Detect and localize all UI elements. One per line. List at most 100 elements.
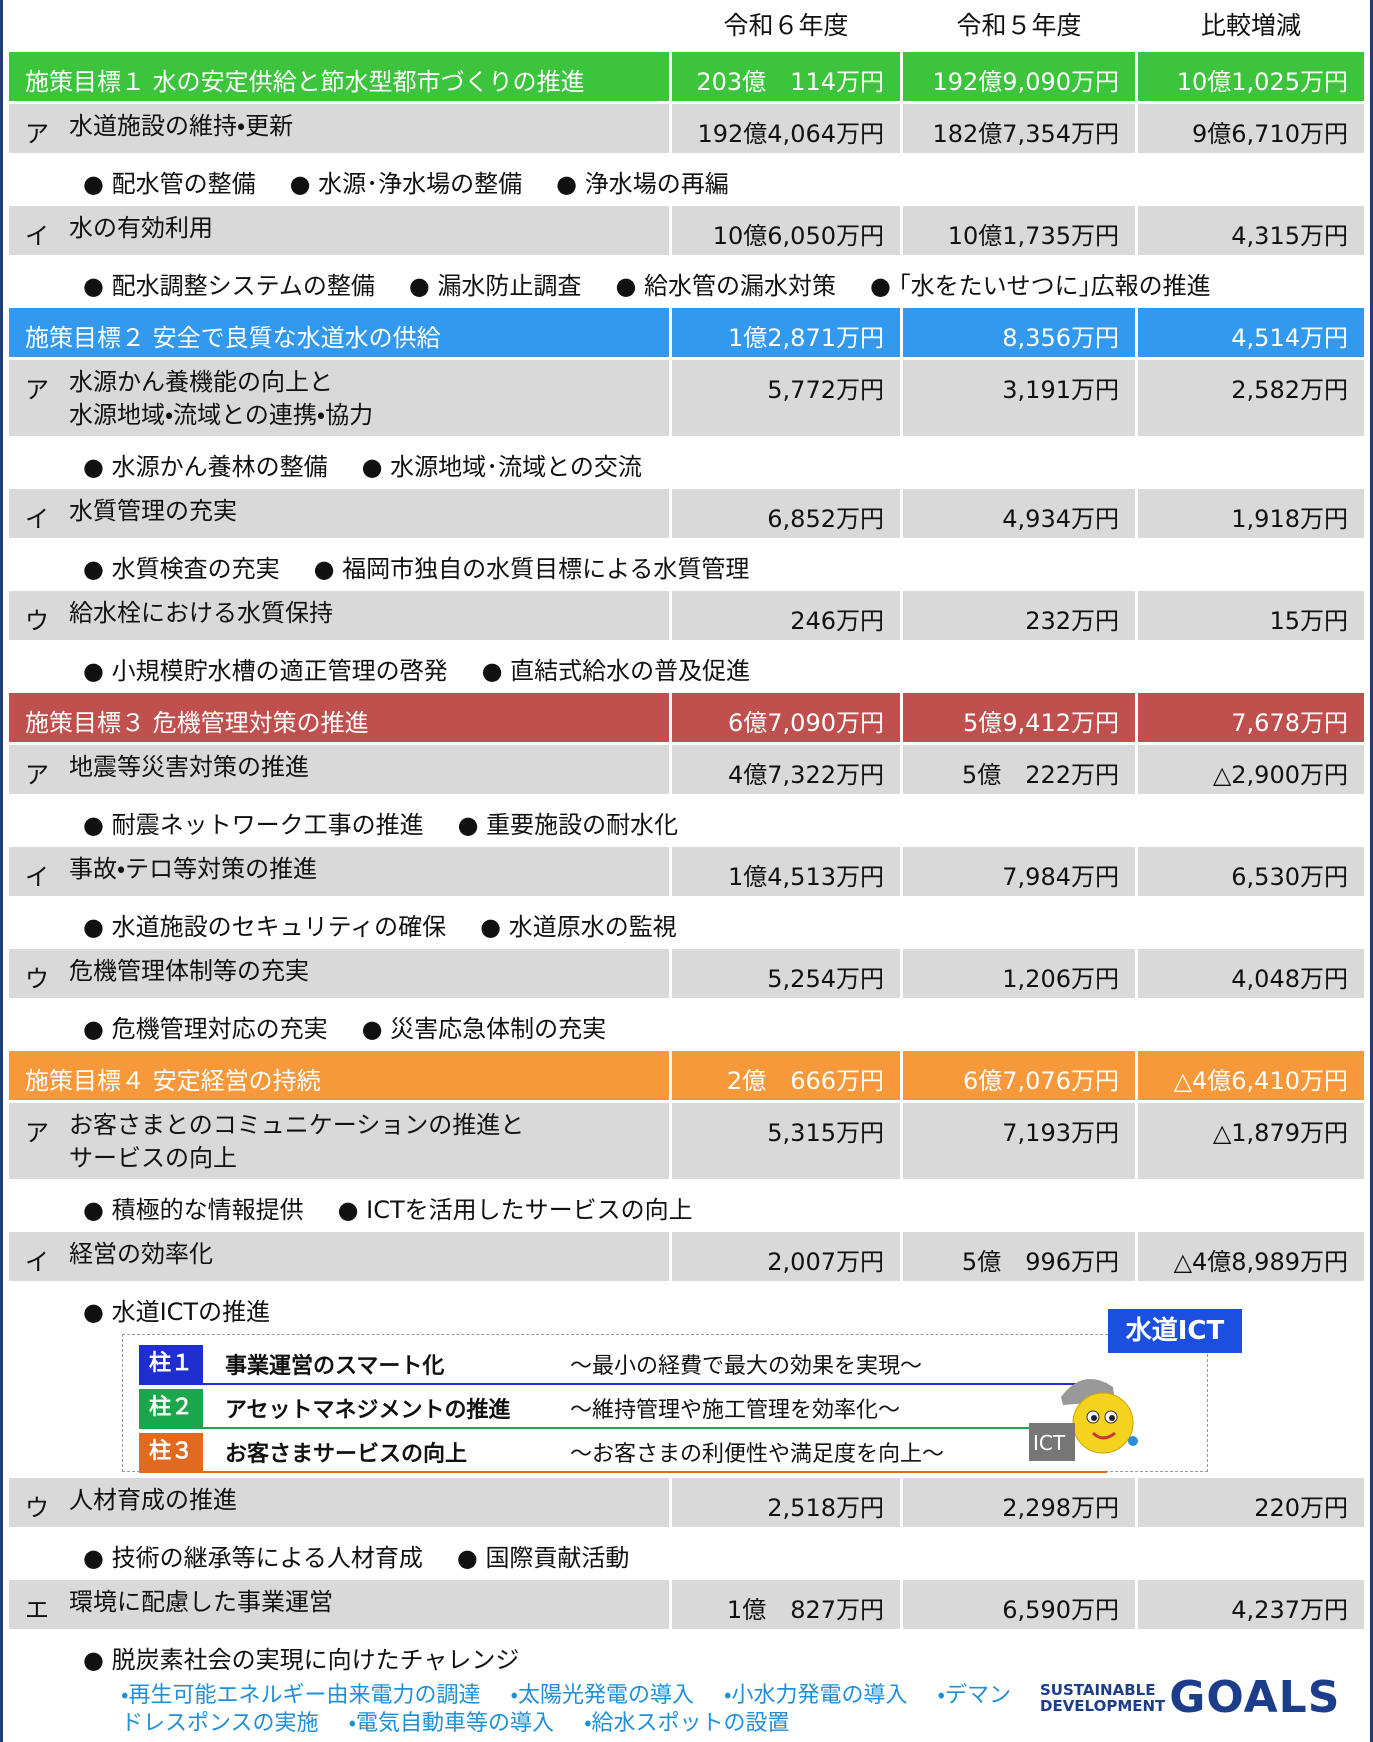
bullet: 漏水防止調査 [409,266,581,301]
item-name: 危機管理体制等の充実 [69,957,309,985]
bullet: 技術の継承等による人材育成 [83,1538,423,1573]
item-label: イ水質管理の充実 [9,489,669,538]
item-marker: イ [25,1248,49,1276]
item-value: 10億1,735万円 [903,206,1135,255]
item-label: ア地震等災害対策の推進 [9,745,669,794]
item-label: イ水の有効利用 [9,206,669,255]
item-marker: ア [25,761,49,789]
goal-value: 7,678万円 [1138,693,1364,742]
bullet: 危機管理対応の充実 [83,1009,328,1044]
goal-value: 203億 114万円 [672,52,900,101]
item-value: 1,918万円 [1138,489,1364,538]
item-row: ウ給水栓における水質保持 246万円 232万円 15万円 [9,591,1370,640]
pillar-row: 柱２ アセットマネジメントの推進 ～維持管理や施工管理を効率化～ [139,1389,1107,1429]
item-label: ウ危機管理体制等の充実 [9,949,669,998]
item-value: 1,206万円 [903,949,1135,998]
bullet-list: 積極的な情報提供 ICTを活用したサービスの向上 [3,1182,1370,1232]
item-row: イ経営の効率化 2,007万円 5億 996万円 △4億8,989万円 [9,1232,1370,1281]
pillar-name: アセットマネジメントの推進 [225,1398,511,1423]
bullet: 重要施設の耐水化 [458,805,678,840]
item-value: 7,984万円 [903,847,1135,896]
item-name: 地震等災害対策の推進 [69,753,309,781]
item-value: 4,934万円 [903,489,1135,538]
bullet: 水道原水の監視 [480,907,677,942]
bullet: 水源かん養林の整備 [83,447,328,482]
pillar-desc: ～維持管理や施工管理を効率化～ [570,1398,901,1423]
item-label: ウ人材育成の推進 [9,1478,669,1527]
item-label: ア水源かん養機能の向上と 水源地域・流域との連携・協力 [9,360,669,436]
bullet: 配水調整システムの整備 [83,266,375,301]
goal-value: 10億1,025万円 [1138,52,1364,101]
bullet: 災害応急体制の充実 [362,1009,606,1044]
item-value: 3,191万円 [903,360,1135,436]
item-value: 4,048万円 [1138,949,1364,998]
item-marker: ア [25,376,49,404]
item-marker: ア [25,120,49,148]
goal-value: 6億7,090万円 [672,693,900,742]
item-row: ウ危機管理体制等の充実 5,254万円 1,206万円 4,048万円 [9,949,1370,998]
item-name: 水源かん養機能の向上と 水源地域・流域との連携・協力 [69,368,374,429]
goal-value: 192億9,090万円 [903,52,1135,101]
item-row: イ事故・テロ等対策の推進 1億4,513万円 7,984万円 6,530万円 [9,847,1370,896]
bullet: 脱炭素社会の実現に向けたチャレンジ [83,1640,520,1675]
item-marker: ア [25,1119,49,1147]
item-value: 2,518万円 [672,1478,900,1527]
item-value: 10億6,050万円 [672,206,900,255]
item-value: △2,900万円 [1138,745,1364,794]
goal-value: 1億2,871万円 [672,308,900,357]
item-name: 経営の効率化 [69,1240,213,1268]
bullet: 積極的な情報提供 [83,1190,304,1225]
bullet: 福岡市独自の水質目標による水質管理 [314,549,749,584]
goal-value: 4,514万円 [1138,308,1364,357]
pillar-tag: 柱２ [139,1389,203,1427]
bullet: ｢水をたいせつに｣広報の推進 [870,266,1211,301]
bullet-list: 配水管の整備水源･浄水場の整備浄水場の再編 [3,156,1370,206]
bullet-list: 水道施設のセキュリティの確保水道原水の監視 [3,899,1370,949]
item-value: 2,582万円 [1138,360,1364,436]
item-value: 192億4,064万円 [672,104,900,153]
item-value: 15万円 [1138,591,1364,640]
item-label: イ事故・テロ等対策の推進 [9,847,669,896]
item-value: 182億7,354万円 [903,104,1135,153]
item-value: 6,852万円 [672,489,900,538]
bullet: 浄水場の再編 [556,164,729,199]
sub-bullet: 小水力発電の導入 [724,1683,908,1708]
goal-value: 6億7,076万円 [903,1051,1135,1100]
item-row: ウ人材育成の推進 2,518万円 2,298万円 220万円 [9,1478,1370,1527]
sdgs-goals: GOALS [1169,1672,1341,1723]
pillar-desc: ～最小の経費で最大の効果を実現～ [570,1354,923,1379]
sdgs-logo: SUSTAINABLE DEVELOPMENT GOALS [1040,1672,1340,1723]
item-marker: イ [25,505,49,533]
item-value: 232万円 [903,591,1135,640]
item-value: 4,315万円 [1138,206,1364,255]
item-label: アお客さまとのコミュニケーションの推進と サービスの向上 [9,1103,669,1179]
item-name: 水道施設の維持・更新 [69,112,294,140]
bullet: 小規模貯水槽の適正管理の啓発 [83,651,448,686]
sub-bullet: 再生可能エネルギー由来電力の調達 [121,1683,481,1708]
item-label: イ経営の効率化 [9,1232,669,1281]
badge: 水道ICT [1108,1309,1242,1353]
item-value: △1,879万円 [1138,1103,1364,1179]
sdgs-text: SUSTAINABLE DEVELOPMENT [1040,1682,1165,1714]
bullet: 水源･浄水場の整備 [290,164,522,199]
bullet: 直結式給水の普及促進 [482,651,750,686]
item-value: 2,007万円 [672,1232,900,1281]
item-label: ウ給水栓における水質保持 [9,591,669,640]
item-row: エ環境に配慮した事業運営 1億 827万円 6,590万円 4,237万円 [9,1580,1370,1629]
goal-row: 施策目標４ 安定経営の持続 2億 666万円 6億7,076万円 △4億6,410万円 [9,1051,1370,1100]
goal-value: 8,356万円 [903,308,1135,357]
bullet-list: 水源かん養林の整備水源地域･流域との交流 [3,439,1370,489]
bullet-list: 水道ICTの推進 [3,1284,1370,1334]
item-name: 水質管理の充実 [69,497,237,525]
bullet: 水道施設のセキュリティの確保 [83,907,447,942]
pillar-desc: ～お客さまの利便性や満足度を向上～ [570,1442,945,1467]
bullet-list: 小規模貯水槽の適正管理の啓発直結式給水の普及促進 [3,643,1370,693]
item-marker: ウ [25,1494,49,1522]
bullet: 給水管の漏水対策 [615,266,836,301]
bullet-list: 脱炭素社会の実現に向けたチャレンジ [3,1632,1370,1682]
mascot: ICT [1023,1357,1153,1467]
item-value: 9億6,710万円 [1138,104,1364,153]
item-value: 5,772万円 [672,360,900,436]
item-name: お客さまとのコミュニケーションの推進と サービスの向上 [69,1111,525,1172]
